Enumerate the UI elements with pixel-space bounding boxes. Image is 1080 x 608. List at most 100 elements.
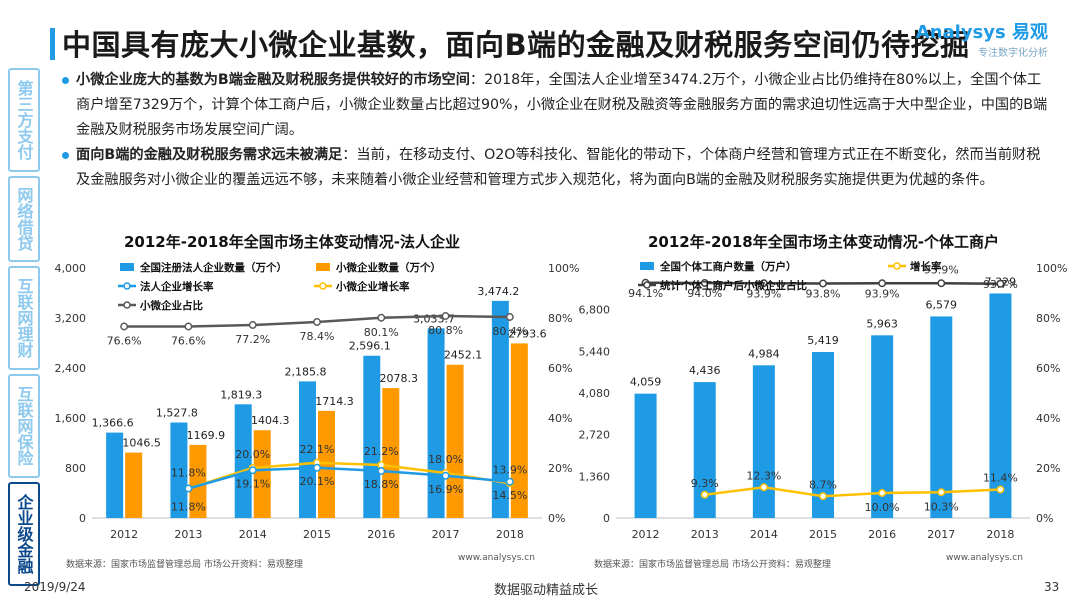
- chart1-legend-swatch: [316, 263, 330, 271]
- chart1-x-tick-label: 2018: [496, 528, 524, 541]
- chart2-share-data-label: 93.9%: [865, 287, 900, 300]
- chart1-url: www.analysys.cn: [458, 553, 535, 563]
- chart1-y-tick-label: 0: [79, 512, 86, 525]
- chart1-legend-label: 全国注册法人企业数量（万个）: [139, 261, 287, 274]
- page-number: 33: [1044, 580, 1060, 594]
- chart1-x-tick-label: 2017: [432, 528, 460, 541]
- chart1-title: 2012年-2018年全国市场主体变动情况-法人企业: [124, 233, 460, 251]
- chart2-url: www.analysys.cn: [946, 553, 1023, 563]
- logo-main: Analysys 易观: [915, 22, 1048, 43]
- chart2-bar-label: 4,436: [689, 364, 721, 377]
- chart1-bar-enterprise: [234, 404, 252, 518]
- chart2-bar-label: 4,059: [630, 376, 662, 389]
- chart1-share-data-label: 78.4%: [300, 330, 335, 343]
- chart1-x-tick-label: 2016: [367, 528, 395, 541]
- chart1-small-growth-data-label: 13.9%: [492, 463, 527, 476]
- chart1-bar-enterprise: [491, 300, 509, 518]
- chart1-legend-label: 小微企业占比: [139, 299, 203, 312]
- chart2-growth-point: [819, 492, 827, 501]
- chart2-bar: [752, 365, 775, 518]
- chart1-y-tick-label: 1,600: [55, 412, 87, 425]
- chart2-bar: [812, 351, 834, 518]
- chart2-growth-point: [700, 490, 709, 499]
- chart1-growth-line: [188, 466, 510, 490]
- chart1-legend-marker: [123, 282, 131, 290]
- chart2-share-point: [937, 279, 946, 288]
- chart1-bar-small: [382, 388, 400, 518]
- chart2-y-tick-label: 5,440: [579, 345, 611, 358]
- chart2-growth-point: [937, 488, 946, 497]
- chart1-bar-enterprise: [170, 422, 188, 518]
- chart2-y2-tick-label: 60%: [1036, 362, 1060, 375]
- chart1-legend-marker: [123, 301, 131, 309]
- chart1-bar-enterprise: [299, 381, 316, 518]
- chart2-share-data-label: 93.9%: [746, 287, 781, 300]
- chart1-legend-label: 法人企业增长率: [140, 280, 214, 293]
- chart1-y-tick-label: 4,000: [55, 262, 87, 275]
- chart1-share-data-label: 80.1%: [364, 326, 399, 339]
- chart2-growth-point: [996, 485, 1005, 494]
- chart2-share-point: [878, 279, 887, 288]
- chart1-bar-label-small: 1404.3: [251, 414, 290, 427]
- chart2-x-tick-label: 2018: [986, 528, 1014, 541]
- chart2-y2-tick-label: 40%: [1036, 412, 1060, 425]
- chart2-legend-label: 增长率: [910, 260, 942, 273]
- chart2-y2-tick-label: 20%: [1036, 462, 1060, 475]
- chart1-y2-tick-label: 20%: [548, 462, 572, 475]
- footer-slogan: 数据驱动精益成长: [494, 583, 599, 598]
- chart2-share-point: [759, 279, 768, 288]
- chart1-bar-small: [189, 444, 207, 518]
- chart1-x-tick-label: 2015: [303, 528, 331, 541]
- chart2-growth-data-label: 12.3%: [746, 469, 781, 482]
- chart1-growth-data-label: 14.5%: [492, 489, 527, 502]
- chart1-x-tick-label: 2013: [174, 528, 202, 541]
- chart1-share-data-label: 80.8%: [428, 324, 463, 337]
- chart1-share-data-label: 80.4%: [492, 325, 527, 338]
- sidebar-item-internet-insurance[interactable]: 互联网保险: [8, 374, 40, 478]
- chart2-bar: [871, 335, 894, 518]
- chart1-bar-label-enterprise: 1,527.8: [156, 407, 198, 420]
- chart1-growth-data-label: 19.1%: [235, 477, 270, 490]
- chart1-y2-tick-label: 0%: [548, 512, 565, 525]
- chart2-legend-swatch: [640, 262, 654, 270]
- sidebar-item-enterprise-finance[interactable]: 企业级金融: [8, 482, 40, 586]
- chart1-bar-enterprise: [106, 432, 124, 518]
- chart2-y2-tick-label: 80%: [1036, 312, 1060, 325]
- chart1-share-data-label: 77.2%: [235, 333, 270, 346]
- chart1-share-data-label: 76.6%: [107, 335, 142, 348]
- chart1-y-tick-label: 800: [65, 462, 86, 475]
- chart2-x-tick-label: 2017: [927, 528, 955, 541]
- chart2-share-point: [996, 279, 1005, 288]
- bullet-list: 小微企业庞大的基数为B端金融及财税服务提供较好的市场空间：2018年，全国法人企…: [62, 68, 1052, 193]
- chart1-bar-small: [253, 430, 271, 518]
- chart2-share-data-label: 93.9%: [924, 263, 959, 276]
- chart2-bar-label: 5,963: [866, 317, 898, 330]
- chart1-legend-label: 小微企业增长率: [335, 280, 410, 293]
- chart2-bar: [989, 293, 1012, 518]
- chart2-growth-data-label: 8.7%: [809, 478, 837, 491]
- chart2-growth-data-label: 9.3%: [691, 477, 719, 490]
- sidebar-item-third-party-payment[interactable]: 第三方支付: [8, 68, 40, 172]
- chart2-bar: [930, 316, 953, 518]
- chart1-x-tick-label: 2014: [239, 528, 267, 541]
- chart2-title: 2012年-2018年全国市场主体变动情况-个体工商户: [648, 233, 999, 251]
- chart1-growth-point: [441, 471, 450, 480]
- chart1-small-growth-data-label: 11.8%: [171, 501, 206, 514]
- chart1-growth-point: [184, 484, 193, 493]
- sidebar-item-internet-wealth[interactable]: 互联网理财: [8, 266, 40, 370]
- chart1-share-point: [505, 313, 514, 321]
- chart2-bar: [693, 382, 716, 518]
- chart2-bar-label: 5,419: [807, 334, 839, 347]
- chart1-growth-point: [313, 463, 321, 472]
- chart2-y-tick-label: 1,360: [579, 470, 611, 483]
- chart1-legend-marker: [319, 282, 327, 290]
- sidebar-item-p2p-lending[interactable]: 网络借贷: [8, 176, 40, 262]
- chart1-bar-small: [125, 452, 143, 518]
- bullet-heading: 面向B端的金融及财税服务需求远未被满足: [76, 147, 343, 163]
- title-accent-bar: [50, 28, 55, 60]
- bullet-item: 小微企业庞大的基数为B端金融及财税服务提供较好的市场空间：2018年，全国法人企…: [62, 68, 1052, 143]
- chart2-legend-marker: [643, 281, 651, 289]
- footer-date: 2019/9/24: [24, 580, 86, 594]
- chart1-growth-data-label: 16.9%: [428, 483, 463, 496]
- bullet-dot-icon: [62, 77, 69, 84]
